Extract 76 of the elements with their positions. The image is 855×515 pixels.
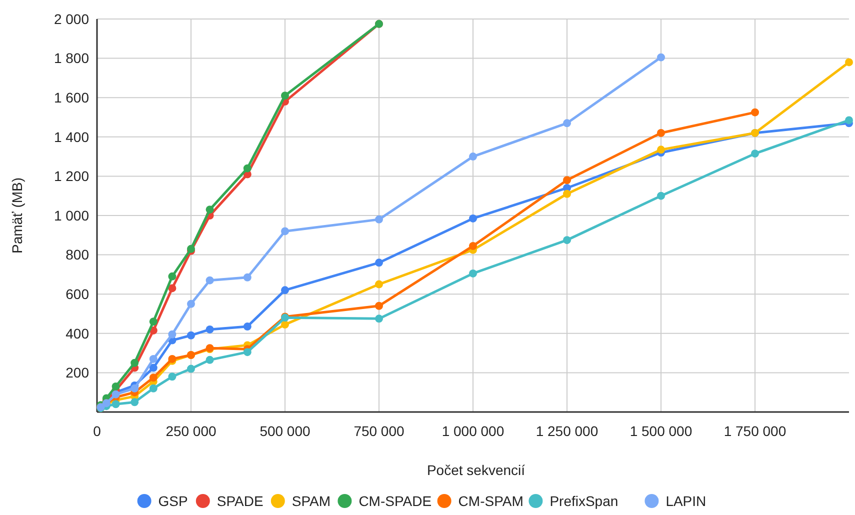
point [845, 58, 853, 66]
point [657, 192, 665, 200]
point [281, 320, 289, 329]
point [168, 284, 176, 292]
x-tick-label: 1 000 000 [442, 423, 504, 439]
legend-label: CM-SPADE [358, 493, 432, 509]
point [149, 374, 158, 382]
y-tick-label: 200 [66, 364, 90, 381]
x-tick-label: 500 000 [260, 423, 311, 439]
point [375, 215, 383, 224]
point [375, 302, 383, 310]
point [206, 356, 214, 364]
point [149, 354, 158, 363]
y-tick-label: 1 800 [54, 50, 90, 66]
point [751, 108, 759, 116]
x-tick-label: 0 [93, 423, 102, 439]
point [469, 214, 477, 222]
point [469, 152, 477, 161]
point [206, 206, 214, 214]
x-tick-label: 1 750 000 [724, 423, 786, 439]
x-axis-title: Počet sekvencií [426, 462, 526, 478]
legend-label: SPAM [292, 493, 331, 509]
y-axis-title: Pamäť (MB) [9, 177, 25, 254]
x-tick-label: 1 500 000 [630, 423, 692, 439]
point [243, 164, 252, 172]
point [375, 258, 383, 267]
point [187, 331, 195, 340]
point [845, 116, 853, 124]
point [281, 286, 289, 294]
point [187, 300, 195, 308]
legend-label: PrefixSpan [550, 493, 618, 509]
point [130, 398, 139, 406]
y-tick-label: 2 000 [54, 10, 90, 27]
point [563, 190, 571, 198]
point [243, 322, 252, 331]
point [375, 314, 383, 323]
point [206, 276, 214, 284]
point [657, 53, 665, 62]
point [563, 119, 571, 128]
point [281, 92, 289, 100]
point [243, 348, 252, 356]
point [149, 364, 158, 372]
point [469, 269, 477, 278]
point [112, 400, 120, 408]
point [149, 384, 158, 392]
legend-label: LAPIN [666, 493, 706, 509]
point [187, 364, 195, 373]
y-tick-label: 1 200 [54, 168, 90, 184]
legend-label: GSP [158, 493, 188, 509]
point [657, 146, 665, 154]
point [657, 128, 665, 137]
point [149, 318, 158, 326]
point [168, 372, 176, 381]
point [206, 325, 214, 334]
x-tick-label: 750 000 [354, 423, 405, 439]
point [563, 236, 571, 244]
x-tick-label: 250 000 [166, 423, 217, 439]
point [751, 150, 759, 158]
legend-label: CM-SPAM [458, 493, 524, 509]
y-tick-label: 1 600 [54, 90, 90, 106]
legend-label: SPADE [216, 493, 264, 509]
x-tick-label: 1 250 000 [536, 423, 598, 439]
y-tick-label: 600 [66, 286, 90, 302]
point [469, 242, 477, 250]
point [563, 176, 571, 184]
point [243, 273, 252, 282]
point [130, 384, 139, 392]
y-tick-label: 400 [66, 325, 90, 342]
point [375, 280, 383, 288]
point [130, 358, 139, 367]
point [281, 227, 289, 236]
point [168, 272, 176, 280]
y-tick-label: 1 000 [54, 207, 90, 224]
y-tick-label: 1 400 [54, 128, 90, 145]
y-tick-label: 800 [66, 246, 90, 263]
point [168, 330, 176, 338]
